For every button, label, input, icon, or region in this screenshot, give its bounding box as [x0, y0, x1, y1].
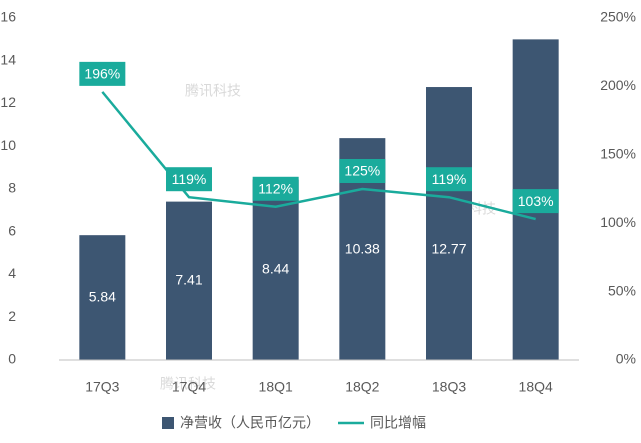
y-tick-label: 12: [0, 94, 16, 110]
x-tick-label: 18Q2: [345, 379, 379, 395]
x-tick-label: 17Q3: [85, 379, 119, 395]
y-tick-label: 14: [0, 51, 16, 67]
line-value-label-box: 196%: [79, 61, 126, 86]
y2-tick-label: 250%: [600, 9, 636, 25]
y2-tick-label: 200%: [600, 77, 636, 93]
x-tick-label: 18Q4: [519, 379, 553, 395]
watermark: 腾讯科技: [185, 83, 241, 99]
line-value-label-box: 119%: [166, 167, 212, 192]
legend-label: 同比增幅: [370, 415, 426, 431]
line-value-label: 119%: [172, 171, 207, 187]
y-tick-label: 8: [8, 180, 16, 196]
line-value-label: 112%: [258, 180, 293, 196]
bar-value-label: 8.44: [262, 261, 289, 277]
watermark: 腾讯科技: [160, 376, 216, 392]
y2-tick-label: 50%: [608, 282, 636, 298]
legend-label: 净营收（人民币亿元）: [180, 415, 320, 431]
label-box: [339, 159, 386, 183]
line-value-label-box: 112%: [252, 176, 299, 201]
bar: [252, 179, 299, 360]
bar: [79, 235, 126, 360]
x-tick-label: 18Q1: [259, 379, 293, 395]
y2-tick-label: 100%: [600, 214, 636, 230]
bar: [426, 87, 472, 360]
x-tick-label: 18Q3: [432, 379, 466, 395]
y2-tick-label: 150%: [600, 146, 636, 162]
line-value-label: 103%: [518, 193, 554, 209]
line-value-label-box: 119%: [426, 167, 472, 192]
line-value-label: 196%: [84, 66, 120, 82]
y-tick-label: 0: [8, 351, 16, 367]
bar-value-label: 10.38: [345, 241, 380, 257]
line-value-label: 119%: [432, 171, 467, 187]
y-tick-label: 16: [0, 9, 16, 25]
label-box: [426, 167, 472, 192]
y-tick-label: 10: [0, 137, 16, 153]
line-value-label-box: 125%: [339, 159, 386, 183]
line-value-label: 125%: [344, 163, 380, 179]
y2-tick-label: 0%: [616, 351, 636, 367]
y-tick-label: 2: [8, 308, 16, 324]
label-box: [512, 189, 559, 214]
label-box: [79, 61, 126, 86]
x-tick-label: 17Q4: [172, 379, 206, 395]
legend-swatch: [162, 417, 174, 429]
y-tick-label: 4: [8, 265, 16, 281]
y-tick-label: 6: [8, 222, 16, 238]
label-box: [252, 176, 299, 201]
bar-value-label: 12.77: [431, 241, 466, 257]
bar-value-label: 7.41: [175, 272, 202, 288]
line-value-label-box: 103%: [512, 189, 559, 214]
bar: [166, 201, 212, 360]
label-box: [166, 167, 212, 192]
bar-value-label: 5.84: [89, 288, 116, 304]
